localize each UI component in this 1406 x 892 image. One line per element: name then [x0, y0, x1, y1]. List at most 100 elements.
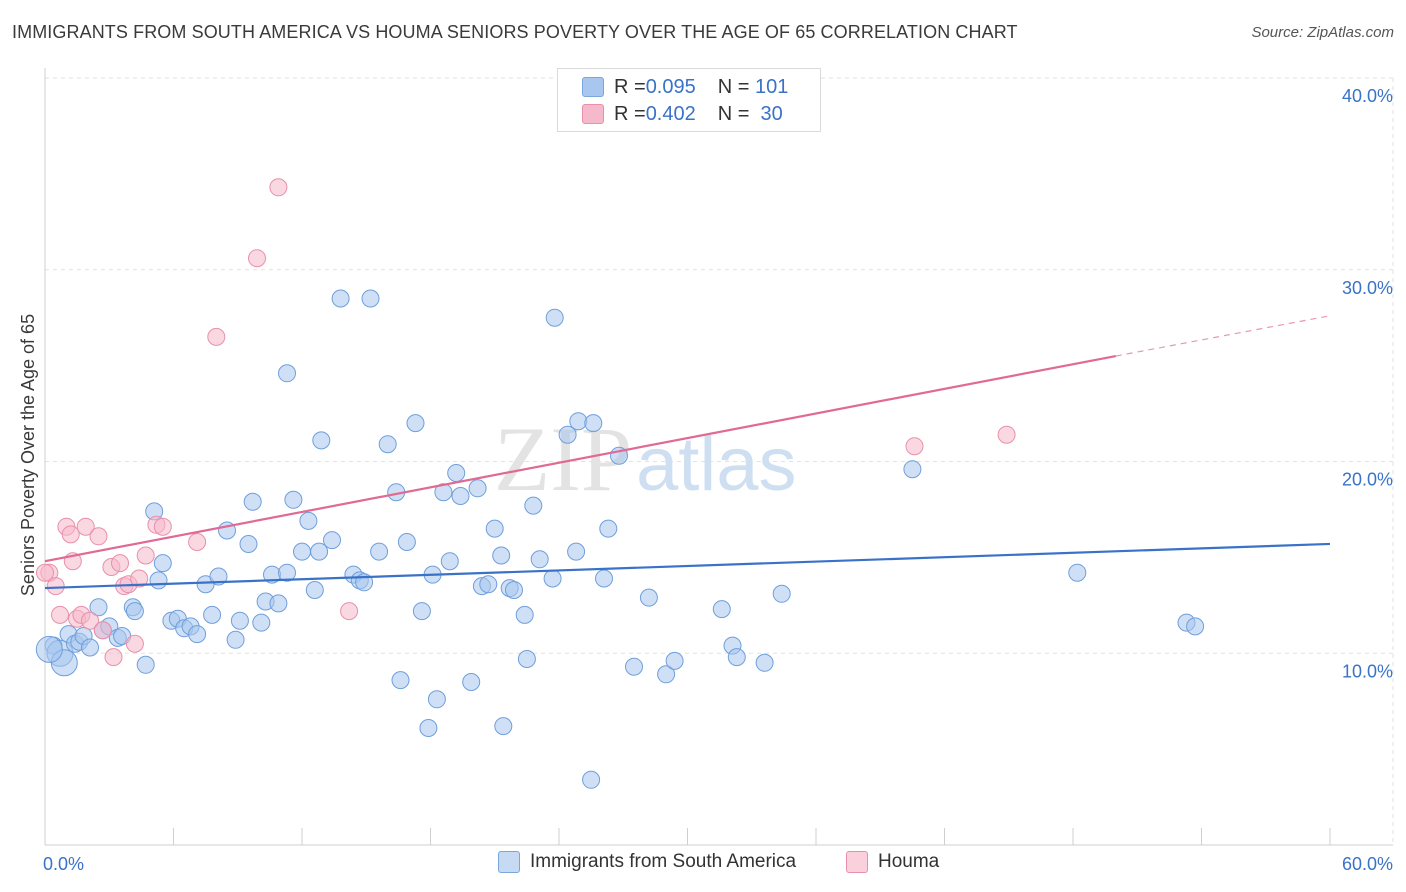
point-houma — [269, 178, 288, 197]
point-south-america — [462, 673, 481, 691]
legend-r-label: R = — [614, 75, 646, 98]
point-south-america — [545, 308, 564, 327]
point-south-america — [391, 671, 410, 690]
point-houma — [997, 425, 1016, 444]
point-houma — [36, 563, 54, 582]
point-south-america — [582, 770, 601, 789]
point-south-america — [440, 552, 459, 571]
legend-swatch-houma — [582, 104, 604, 124]
point-houma — [111, 554, 129, 573]
point-south-america — [125, 602, 144, 621]
point-south-america — [567, 542, 586, 561]
point-south-america — [412, 602, 431, 621]
point-south-america — [447, 464, 466, 482]
correlation-legend: R = 0.095 N = 101 R = 0.402 N = 30 — [557, 68, 821, 132]
series-swatch-south-america — [498, 851, 520, 873]
point-south-america — [1068, 563, 1087, 582]
x-tick-label-min: 0.0% — [43, 854, 84, 874]
y-tick-label: 10.0% — [1342, 661, 1393, 681]
point-south-america — [1186, 617, 1205, 636]
trend-line-south-america — [44, 542, 1331, 590]
point-south-america — [269, 594, 288, 613]
point-south-america — [530, 550, 549, 569]
trend-line-houma — [44, 354, 1117, 563]
point-south-america — [209, 567, 228, 586]
point-houma — [207, 327, 226, 346]
point-south-america — [331, 289, 350, 308]
point-south-america — [284, 490, 303, 509]
point-south-america — [310, 542, 329, 561]
point-south-america — [243, 492, 262, 511]
watermark-atlas: atlas — [636, 422, 797, 507]
point-south-america — [494, 717, 513, 736]
tick-labels: 10.0% 20.0% 30.0% 40.0% 0.0% 60.0% — [43, 86, 1393, 874]
series-label-south-america: Immigrants from South America — [530, 851, 797, 872]
point-south-america — [468, 479, 487, 498]
legend-row-houma: R = 0.402 N = 30 — [582, 101, 783, 127]
point-south-america — [81, 638, 99, 657]
point-south-america — [492, 546, 511, 565]
point-south-america — [665, 651, 684, 670]
series-legend-item-houma: Houma — [846, 851, 939, 873]
point-south-america — [312, 431, 331, 450]
point-south-america — [278, 364, 296, 383]
y-tick-label: 20.0% — [1342, 470, 1393, 490]
point-south-america — [485, 519, 504, 538]
data-points — [35, 178, 1205, 789]
watermark: ZIP atlas — [494, 408, 797, 510]
legend-n-label: N = — [717, 102, 755, 125]
point-south-america — [517, 650, 536, 668]
point-south-america — [136, 655, 155, 674]
point-south-america — [903, 460, 922, 479]
source-label: Source: ZipAtlas.com — [1251, 24, 1394, 41]
legend-row-south-america: R = 0.095 N = 101 — [582, 74, 788, 100]
point-south-america — [727, 648, 746, 667]
point-south-america — [305, 581, 324, 599]
legend-swatch-south-america — [582, 77, 604, 97]
point-houma — [153, 517, 172, 536]
point-south-america — [584, 414, 603, 433]
point-houma — [248, 249, 266, 268]
legend-r-label: R = — [614, 102, 646, 125]
point-south-america — [203, 605, 222, 624]
series-swatch-houma — [846, 851, 868, 873]
point-south-america — [639, 588, 658, 607]
point-south-america — [361, 289, 380, 308]
chart-title: IMMIGRANTS FROM SOUTH AMERICA VS HOUMA S… — [12, 22, 1018, 42]
point-houma — [46, 577, 65, 596]
trend-line-houma-extension — [1115, 315, 1331, 357]
point-houma — [125, 634, 144, 653]
point-houma — [340, 602, 359, 621]
point-south-america — [299, 511, 318, 530]
watermark-zip: ZIP — [494, 408, 632, 510]
point-south-america — [35, 635, 63, 663]
legend-n-value: 101 — [755, 75, 789, 98]
point-south-america — [153, 554, 172, 573]
y-tick-label: 30.0% — [1342, 278, 1393, 298]
y-axis-label: Seniors Poverty Over the Age of 65 — [18, 314, 38, 596]
point-south-america — [595, 569, 613, 588]
point-houma — [93, 621, 112, 640]
point-houma — [89, 527, 108, 546]
point-south-america — [569, 412, 588, 431]
point-south-america — [226, 630, 245, 649]
point-south-america — [370, 542, 389, 561]
legend-r-value: 0.095 — [645, 75, 696, 98]
point-south-america — [755, 653, 774, 672]
point-south-america — [188, 625, 207, 644]
trend-lines — [44, 315, 1331, 590]
point-south-america — [406, 414, 425, 433]
point-south-america — [278, 563, 296, 582]
axes — [44, 68, 1393, 846]
legend-r-value: 0.402 — [645, 102, 696, 125]
y-tick-label: 40.0% — [1342, 86, 1393, 106]
point-houma — [905, 437, 924, 456]
point-south-america — [505, 581, 523, 599]
point-south-america — [378, 435, 397, 454]
point-south-america — [427, 690, 446, 709]
point-south-america — [323, 531, 341, 550]
point-south-america — [599, 519, 618, 538]
point-south-america — [479, 575, 498, 594]
point-south-america — [524, 496, 543, 515]
series-label-houma: Houma — [878, 851, 940, 872]
